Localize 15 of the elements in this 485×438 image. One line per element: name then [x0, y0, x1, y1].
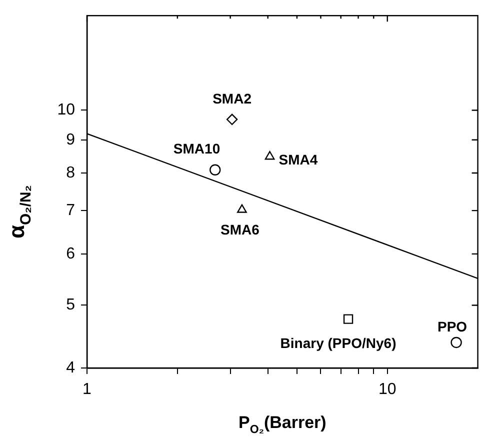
- x-tick-label: 1: [82, 381, 92, 398]
- y-tick-label: 5: [66, 296, 76, 314]
- series-label: Binary (PPO/Ny6): [280, 334, 396, 351]
- series-label: SMA4: [278, 151, 318, 168]
- series-label: SMA6: [220, 222, 260, 238]
- series-label: SMA2: [212, 90, 252, 106]
- y-tick-label: 10: [57, 102, 76, 119]
- y-tick-label: 6: [66, 245, 76, 262]
- y-tick-label: 9: [66, 131, 76, 148]
- y-axis-title: αO₂/N₂: [4, 185, 35, 238]
- y-tick-label: 8: [66, 164, 76, 182]
- y-tick-label: 7: [66, 202, 76, 219]
- legend-label: PPO: [438, 318, 468, 334]
- y-tick-label: 4: [66, 359, 76, 376]
- series-label: SMA10: [173, 140, 220, 157]
